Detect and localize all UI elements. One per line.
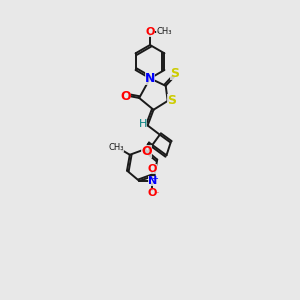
Text: O: O (148, 188, 157, 198)
Text: O: O (148, 164, 157, 174)
Text: O: O (120, 89, 131, 103)
Text: S: S (170, 67, 179, 80)
Text: N: N (148, 176, 157, 186)
Text: CH₃: CH₃ (108, 143, 124, 152)
Text: S: S (167, 94, 176, 107)
Text: N: N (145, 72, 155, 85)
Text: CH₃: CH₃ (156, 27, 172, 36)
Text: O: O (145, 27, 155, 37)
Text: O: O (141, 145, 152, 158)
Text: ⁻: ⁻ (154, 189, 158, 198)
Text: +: + (152, 174, 158, 183)
Text: H: H (139, 119, 147, 129)
